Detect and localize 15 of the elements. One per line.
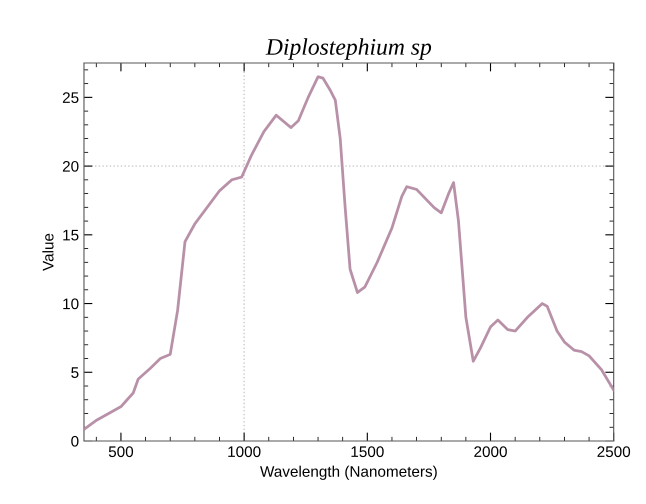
chart-title: Diplostephium sp	[266, 38, 432, 60]
x-tick-label: 2500	[597, 446, 630, 458]
y-tick-label: 5	[71, 367, 78, 378]
x-tick-label: 1000	[228, 446, 261, 458]
line-series	[84, 75, 614, 430]
x-axis-title: Wavelength (Nanometers)	[260, 466, 437, 480]
x-tick-label: 2000	[474, 446, 507, 458]
y-tick-label: 15	[63, 230, 78, 241]
y-tick-label: 0	[71, 436, 79, 447]
x-tick-label: 1500	[351, 446, 384, 458]
y-tick-label: 10	[63, 298, 79, 310]
x-tick-label: 500	[108, 446, 134, 458]
y-axis-title: Value	[42, 234, 54, 271]
y-tick-label: 20	[62, 160, 79, 172]
y-tick-label: 25	[62, 92, 78, 104]
